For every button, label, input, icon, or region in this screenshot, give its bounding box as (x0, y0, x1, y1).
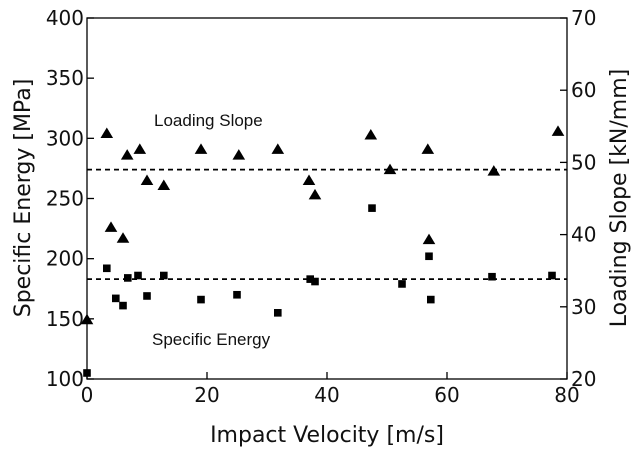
loading-slope-point (140, 174, 154, 185)
specific-energy-point (548, 271, 556, 280)
loading-slope-point (157, 179, 171, 191)
specific-energy-point (83, 369, 91, 377)
specific-energy-point (112, 294, 120, 303)
annotation-loading-slope: Loading Slope (154, 111, 263, 130)
loading-slope-point (551, 125, 565, 136)
y-tick-label: 200 (46, 247, 84, 271)
y2-tick-label: 70 (571, 6, 596, 30)
x-tick-label: 0 (81, 383, 94, 407)
y-tick-label: 400 (46, 6, 84, 30)
y-axis-title: Specific Energy [MPa] (11, 79, 36, 318)
loading-slope-point (133, 143, 147, 154)
y-tick-label: 150 (46, 307, 84, 331)
loading-slope-point (308, 188, 322, 200)
specific-energy-point (306, 275, 314, 283)
mean-lines (87, 168, 567, 281)
specific-energy-point (134, 271, 142, 280)
loading-slope-point (100, 127, 114, 139)
y2-tick-label: 40 (571, 223, 596, 247)
loading-slope-point (232, 149, 246, 160)
specific-energy-point (398, 280, 406, 288)
y-tick-label: 100 (46, 367, 84, 391)
x-tick-label: 60 (434, 383, 459, 407)
y2-tick-label: 20 (571, 367, 596, 391)
loading-slope-point (271, 143, 285, 154)
specific-energy-point (103, 264, 111, 273)
left-axis: 100 150 200 250 300 350 400 (46, 6, 94, 391)
y2-tick-label: 60 (571, 78, 596, 102)
plot-frame (86, 17, 568, 380)
specific-energy-point (197, 295, 205, 304)
data-markers (80, 125, 565, 377)
specific-energy-point (160, 271, 168, 280)
right-axis: 20 30 40 50 60 70 (560, 6, 596, 391)
y-tick-label: 350 (46, 66, 84, 90)
loading-slope-point (422, 233, 436, 245)
specific-energy-point (233, 290, 241, 299)
loading-slope-point (421, 143, 435, 154)
loading-slope-point (120, 149, 134, 160)
specific-energy-point (427, 295, 435, 304)
loading-slope-point (194, 143, 208, 154)
specific-energy-point (488, 272, 496, 281)
annotation-specific-energy: Specific Energy (152, 330, 271, 349)
specific-energy-point (274, 309, 282, 317)
specific-energy-point (368, 204, 376, 212)
x-tick-label: 20 (194, 383, 219, 407)
loading-slope-point (487, 165, 501, 176)
x-axis-title: Impact Velocity [m/s] (210, 423, 444, 448)
loading-slope-point (302, 174, 316, 185)
loading-slope-point (80, 313, 94, 325)
loading-slope-point (104, 221, 118, 232)
y2-tick-label: 30 (571, 295, 596, 319)
y-tick-label: 250 (46, 187, 84, 211)
y2-tick-label: 50 (571, 150, 596, 174)
loading-slope-point (383, 163, 397, 175)
loading-slope-point (364, 128, 378, 140)
bottom-axis: 0 20 40 60 80 (81, 372, 580, 407)
specific-energy-point (311, 277, 319, 286)
y-tick-label: 300 (46, 126, 84, 150)
specific-energy-point (124, 274, 132, 282)
y2-axis-title: Loading Slope [kN/mm] (607, 69, 631, 327)
loading-slope-point (116, 232, 130, 243)
specific-energy-point (119, 301, 127, 310)
specific-energy-point (143, 292, 151, 300)
x-tick-label: 40 (314, 383, 339, 407)
specific-energy-point (425, 252, 433, 261)
x-tick-label: 80 (554, 383, 579, 407)
